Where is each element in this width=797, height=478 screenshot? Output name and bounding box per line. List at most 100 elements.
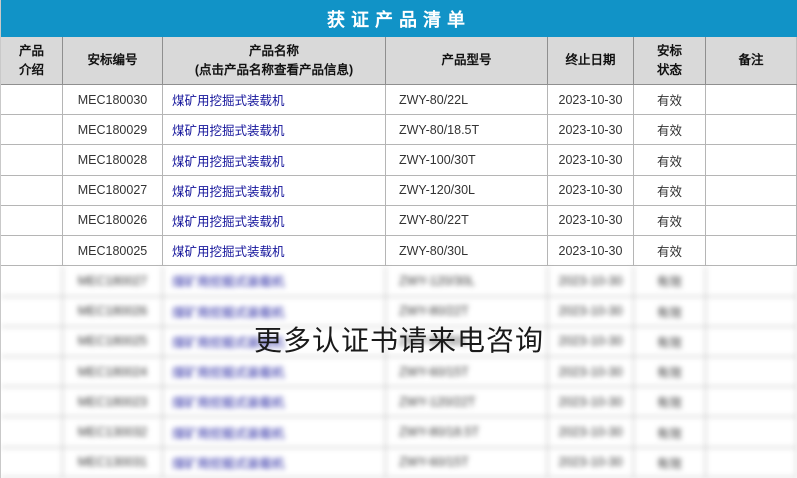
- product-name-link[interactable]: 煤矿用挖掘式装载机: [172, 396, 285, 411]
- product-name-link[interactable]: 煤矿用挖掘式装载机: [172, 154, 285, 169]
- cell-cert-status: 有效: [634, 175, 706, 206]
- cell-product-name: 煤矿用挖掘式装载机: [163, 115, 386, 146]
- table-row: MEC180025 煤矿用挖掘式装载机 ZWY-80/30L 2023-10-30 有效: [1, 326, 797, 357]
- cell-product-intro: [1, 175, 63, 206]
- cell-cert-no: MEC180028: [63, 145, 163, 176]
- cell-product-intro: [1, 387, 63, 418]
- cell-product-model: ZWY-100/30T: [386, 145, 548, 176]
- products-table: 产品 介绍 安标编号 产品名称 (点击产品名称查看产品信息) 产品型号 终止日期 安…: [1, 37, 797, 478]
- cell-end-date: 2023-10-30: [548, 115, 634, 146]
- cell-end-date: 2023-10-30: [548, 296, 634, 327]
- cell-product-intro: [1, 266, 63, 297]
- cell-product-name: 煤矿用挖掘式装载机: [163, 145, 386, 176]
- cell-product-model: ZWY-80/18.5T: [386, 417, 548, 448]
- cell-product-name: 煤矿用挖掘式装载机: [163, 175, 386, 206]
- table-row: MEC180023 煤矿用挖掘式装载机 ZWY-120/22T 2023-10-30 有…: [1, 387, 797, 418]
- cell-cert-no: MEC180024: [63, 356, 163, 388]
- header-remark: 备注: [706, 37, 797, 84]
- product-name-link[interactable]: 煤矿用挖掘式装载机: [172, 94, 285, 109]
- cell-cert-no: MEC180023: [63, 387, 163, 418]
- cell-product-intro: [1, 417, 63, 448]
- table-body-blurred: MEC180027 煤矿用挖掘式装载机 ZWY-120/30L 2023-10-30 有…: [1, 266, 797, 478]
- cell-remark: [706, 175, 797, 206]
- product-name-link[interactable]: 煤矿用挖掘式装载机: [172, 124, 285, 139]
- cell-product-intro: [1, 85, 63, 116]
- cell-cert-status: 有效: [634, 205, 706, 237]
- cell-product-intro: [1, 115, 63, 146]
- cell-remark: [706, 236, 797, 267]
- table-row: MEC180027 煤矿用挖掘式装载机 ZWY-120/30L 2023-10-30 有…: [1, 175, 797, 206]
- cell-product-name: 煤矿用挖掘式装载机: [163, 266, 386, 297]
- cell-product-name: 煤矿用挖掘式装载机: [163, 236, 386, 267]
- product-name-link[interactable]: 煤矿用挖掘式装载机: [172, 456, 285, 471]
- product-name-link[interactable]: 煤矿用挖掘式装载机: [172, 335, 285, 350]
- cell-product-name: 煤矿用挖掘式装载机: [163, 85, 386, 116]
- cell-product-name: 煤矿用挖掘式装载机: [163, 447, 386, 478]
- cell-product-name: 煤矿用挖掘式装载机: [163, 387, 386, 418]
- cell-remark: [706, 296, 797, 327]
- cell-product-name: 煤矿用挖掘式装载机: [163, 417, 386, 448]
- cell-cert-no: MEC180025: [63, 326, 163, 357]
- cell-product-model: ZWY-120/22T: [386, 387, 548, 418]
- product-name-link[interactable]: 煤矿用挖掘式装载机: [172, 214, 285, 229]
- cell-product-model: ZWY-80/18.5T: [386, 115, 548, 146]
- cell-cert-no: MEC180027: [63, 266, 163, 297]
- cell-cert-status: 有效: [634, 85, 706, 116]
- cell-cert-no: MEC180027: [63, 175, 163, 206]
- table-header-row: 产品 介绍 安标编号 产品名称 (点击产品名称查看产品信息) 产品型号 终止日期 安…: [1, 37, 797, 85]
- cell-remark: [706, 326, 797, 357]
- cell-cert-status: 有效: [634, 296, 706, 327]
- cell-product-intro: [1, 205, 63, 237]
- cell-remark: [706, 115, 797, 146]
- cell-cert-status: 有效: [634, 266, 706, 297]
- cell-cert-status: 有效: [634, 326, 706, 357]
- table-row: MEC180026 煤矿用挖掘式装载机 ZWY-80/22T 2023-10-30 有效: [1, 296, 797, 327]
- cell-product-intro: [1, 236, 63, 267]
- table-row: MEC180027 煤矿用挖掘式装载机 ZWY-120/30L 2023-10-30 有…: [1, 266, 797, 297]
- cell-end-date: 2023-10-30: [548, 447, 634, 478]
- cell-cert-no: MEC130031: [63, 447, 163, 478]
- cell-product-name: 煤矿用挖掘式装载机: [163, 296, 386, 327]
- table-row: MEC180030 煤矿用挖掘式装载机 ZWY-80/22L 2023-10-30 有效: [1, 85, 797, 116]
- cell-cert-no: MEC180026: [63, 296, 163, 327]
- cell-cert-no: MEC180026: [63, 205, 163, 237]
- cell-product-model: ZWY-120/30L: [386, 266, 548, 297]
- product-name-link[interactable]: 煤矿用挖掘式装载机: [172, 275, 285, 290]
- cell-cert-no: MEC180025: [63, 236, 163, 267]
- cell-cert-no: MEC180030: [63, 85, 163, 116]
- cell-cert-status: 有效: [634, 447, 706, 478]
- cell-product-intro: [1, 145, 63, 176]
- cell-end-date: 2023-10-30: [548, 85, 634, 116]
- product-name-link[interactable]: 煤矿用挖掘式装载机: [172, 245, 285, 260]
- cell-end-date: 2023-10-30: [548, 417, 634, 448]
- header-product-intro: 产品 介绍: [1, 37, 63, 84]
- product-name-link[interactable]: 煤矿用挖掘式装载机: [172, 305, 285, 320]
- table-row: MEC180025 煤矿用挖掘式装载机 ZWY-80/30L 2023-10-30 有效: [1, 236, 797, 267]
- product-name-link[interactable]: 煤矿用挖掘式装载机: [172, 366, 285, 381]
- header-end-date: 终止日期: [548, 37, 634, 84]
- product-name-link[interactable]: 煤矿用挖掘式装载机: [172, 426, 285, 441]
- cell-product-model: ZWY-80/22T: [386, 296, 548, 327]
- product-name-link[interactable]: 煤矿用挖掘式装载机: [172, 184, 285, 199]
- cell-product-intro: [1, 356, 63, 388]
- cell-remark: [706, 417, 797, 448]
- cell-end-date: 2023-10-30: [548, 266, 634, 297]
- cell-remark: [706, 266, 797, 297]
- cell-product-name: 煤矿用挖掘式装载机: [163, 326, 386, 357]
- cell-end-date: 2023-10-30: [548, 205, 634, 237]
- cell-product-name: 煤矿用挖掘式装载机: [163, 356, 386, 388]
- header-product-model: 产品型号: [386, 37, 548, 84]
- cell-cert-status: 有效: [634, 356, 706, 388]
- cell-end-date: 2023-10-30: [548, 387, 634, 418]
- header-cert-no: 安标编号: [63, 37, 163, 84]
- table-row: MEC180026 煤矿用挖掘式装载机 ZWY-80/22T 2023-10-30 有效: [1, 205, 797, 237]
- cell-end-date: 2023-10-30: [548, 236, 634, 267]
- cell-product-model: ZWY-60/15T: [386, 447, 548, 478]
- cell-product-intro: [1, 447, 63, 478]
- header-cert-status: 安标 状态: [634, 37, 706, 84]
- table-body-clear: MEC180030 煤矿用挖掘式装载机 ZWY-80/22L 2023-10-30 有效…: [1, 85, 797, 267]
- cell-end-date: 2023-10-30: [548, 175, 634, 206]
- cell-cert-no: MEC130032: [63, 417, 163, 448]
- table-row: MEC180024 煤矿用挖掘式装载机 ZWY-60/15T 2023-10-30 有效: [1, 356, 797, 388]
